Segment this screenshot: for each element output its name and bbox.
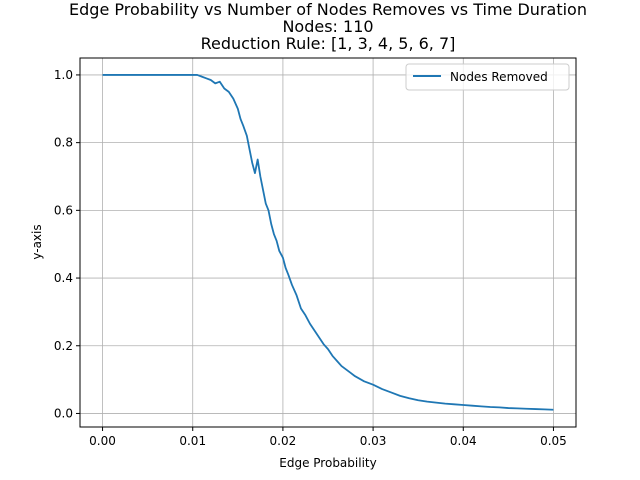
y-tick-label: 1.0 [54, 68, 73, 82]
y-tick-label: 0.6 [54, 203, 73, 217]
legend-box [405, 63, 570, 91]
x-axis-label: Edge Probability [279, 456, 376, 470]
y-tick-label: 0.4 [54, 271, 73, 285]
legend-label-nodes-removed: Nodes Removed [450, 70, 548, 84]
chart-title-line-3: Reduction Rule: [1, 3, 4, 5, 6, 7] [201, 34, 456, 53]
x-tick-label: 0.01 [179, 434, 206, 448]
y-tick-label: 0.0 [54, 406, 73, 420]
axes-frame [79, 57, 577, 428]
chart-title-line-2: Nodes: 110 [282, 17, 373, 36]
y-tick-label: 0.2 [54, 339, 73, 353]
series-line-nodes-removed [102, 74, 554, 411]
chart-title-line-1: Edge Probability vs Number of Nodes Remo… [69, 0, 587, 19]
x-tick-label: 0.05 [540, 434, 567, 448]
series-layer [102, 74, 554, 411]
x-tick-label: 0.03 [360, 434, 387, 448]
legend: Nodes Removed [405, 63, 570, 91]
x-tick-label: 0.02 [270, 434, 297, 448]
x-tick-label: 0.04 [450, 434, 477, 448]
tick-layer: 0.00 0.01 0.02 0.03 0.04 0.05 0.0 0.2 0.4 0.6 0.8 1… [54, 68, 567, 448]
y-tick-label: 0.8 [54, 136, 73, 150]
x-tick-label: 0.00 [89, 434, 116, 448]
y-axis-label: y-axis [30, 224, 44, 259]
